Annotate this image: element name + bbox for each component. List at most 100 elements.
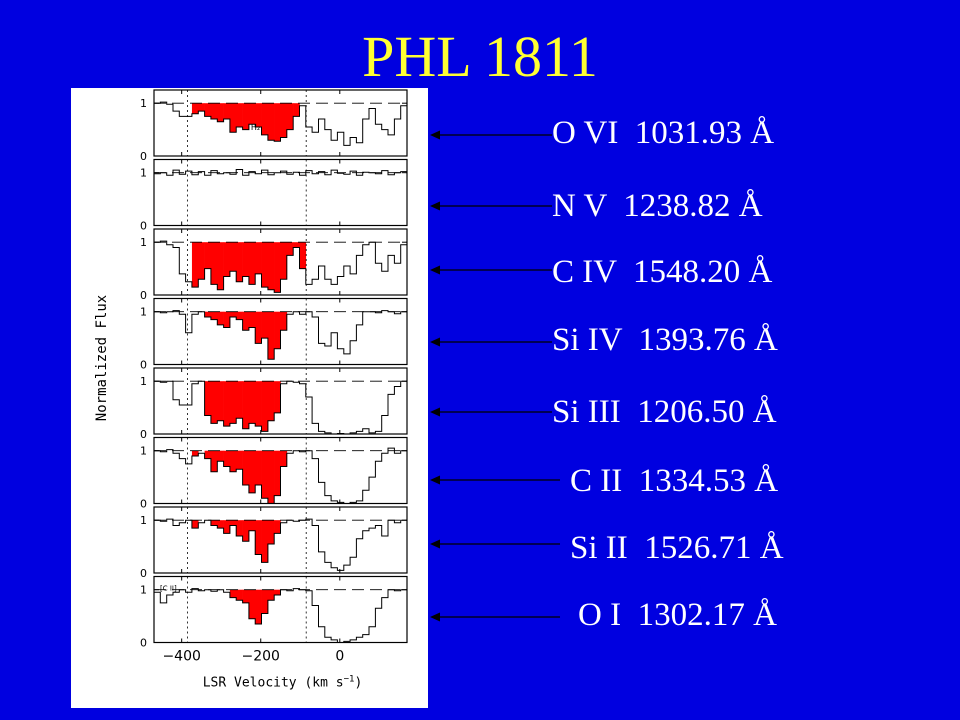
absorption-bar bbox=[299, 242, 307, 269]
absorption-bar bbox=[198, 103, 205, 112]
pointer-arrow bbox=[430, 201, 552, 211]
spectrum-panel: 01 bbox=[140, 506, 408, 580]
absorption-bar bbox=[261, 242, 269, 288]
absorption-bar bbox=[204, 242, 212, 269]
absorption-bar bbox=[248, 520, 256, 531]
spectrum-panel: 01 bbox=[140, 228, 408, 302]
inset-label: [C II] bbox=[160, 585, 177, 593]
absorption-bar bbox=[229, 242, 237, 272]
panel-frame bbox=[153, 436, 408, 505]
absorption-bar bbox=[267, 381, 275, 421]
absorption-bar bbox=[255, 520, 262, 555]
absorption-bar bbox=[280, 450, 288, 467]
inset-label: H₂ bbox=[251, 123, 260, 132]
absorption-bar bbox=[267, 103, 275, 141]
absorption-bar bbox=[217, 311, 224, 325]
x-axis-title-exponent: −1 bbox=[344, 675, 355, 685]
absorption-bar bbox=[293, 103, 300, 117]
line-label: N V 1238.82 Å bbox=[552, 188, 763, 224]
x-tick-label: 0 bbox=[335, 649, 344, 665]
absorption-bar bbox=[248, 242, 256, 285]
absorption-bar bbox=[217, 381, 224, 421]
arrow-head bbox=[430, 539, 440, 549]
absorption-bar bbox=[229, 103, 237, 133]
arrow-head bbox=[430, 612, 440, 622]
absorption-bar bbox=[248, 381, 256, 424]
panel-frame bbox=[153, 297, 408, 366]
absorption-bar bbox=[210, 381, 218, 424]
absorption-bar bbox=[248, 589, 256, 619]
absorption-bar bbox=[242, 589, 250, 603]
y-tick-label: 0 bbox=[140, 220, 147, 233]
y-tick-label: 1 bbox=[140, 167, 147, 180]
y-tick-label: 1 bbox=[140, 445, 147, 458]
absorption-bar bbox=[255, 242, 262, 274]
line-label: O I 1302.17 Å bbox=[578, 597, 777, 633]
absorption-bar bbox=[261, 520, 269, 563]
arrow-head bbox=[430, 407, 440, 417]
flux-trace bbox=[154, 380, 407, 435]
y-axis-title: Normalized Flux bbox=[94, 295, 110, 421]
absorption-bar bbox=[217, 520, 224, 529]
absorption-bar bbox=[236, 450, 243, 470]
pointer-arrow bbox=[430, 475, 560, 485]
panel-frame bbox=[153, 89, 408, 157]
y-tick-label: 0 bbox=[140, 428, 147, 441]
slide-title: PHL 1811 bbox=[362, 24, 598, 89]
absorption-bar bbox=[223, 381, 231, 427]
absorption-bar bbox=[280, 242, 288, 280]
y-tick-label: 0 bbox=[140, 289, 147, 302]
y-tick-label: 0 bbox=[140, 498, 147, 511]
spectrum-panel: 01 bbox=[140, 367, 408, 441]
absorption-bar bbox=[274, 381, 281, 413]
absorption-bar bbox=[261, 381, 269, 432]
absorption-bar bbox=[198, 242, 205, 280]
absorption-bar bbox=[286, 103, 294, 130]
absorption-bar bbox=[267, 311, 275, 360]
pointer-arrow bbox=[430, 337, 552, 347]
y-tick-label: 1 bbox=[140, 514, 147, 527]
spectrum-panel: 01 bbox=[140, 297, 408, 372]
absorption-bar bbox=[267, 450, 275, 504]
absorption-bar bbox=[229, 520, 237, 526]
x-tick-label: −200 bbox=[242, 649, 280, 665]
absorption-bar bbox=[242, 242, 250, 277]
y-tick-label: 1 bbox=[140, 236, 147, 249]
absorption-bar bbox=[236, 242, 243, 282]
absorption-bar bbox=[248, 103, 256, 125]
spectrum-panel: 01 bbox=[140, 158, 408, 233]
absorption-bar bbox=[255, 381, 262, 427]
absorption-bar bbox=[248, 311, 256, 328]
absorption-bar bbox=[204, 103, 212, 117]
pointer-arrow bbox=[430, 265, 552, 275]
absorption-bar bbox=[191, 520, 199, 529]
absorption-bar bbox=[293, 242, 300, 248]
y-tick-label: 1 bbox=[140, 306, 147, 319]
x-axis-title-text: LSR Velocity (km s bbox=[203, 676, 344, 691]
absorption-bar bbox=[255, 103, 262, 127]
absorption-bar bbox=[236, 103, 243, 127]
panel-frame bbox=[153, 228, 408, 296]
absorption-bar bbox=[210, 311, 218, 320]
arrow-head bbox=[430, 337, 440, 347]
absorption-bar bbox=[274, 589, 281, 595]
absorption-bar bbox=[236, 381, 243, 419]
absorption-bar bbox=[280, 103, 288, 138]
pointer-arrow bbox=[430, 407, 552, 417]
line-label: O VI 1031.93 Å bbox=[552, 115, 775, 151]
absorption-bar bbox=[242, 381, 250, 429]
absorption-bar bbox=[274, 242, 281, 293]
absorption-bar bbox=[236, 311, 243, 320]
absorption-bar bbox=[261, 103, 269, 135]
pointer-arrow bbox=[430, 130, 552, 140]
absorption-bar bbox=[267, 520, 275, 544]
absorption-bar bbox=[217, 450, 224, 462]
y-tick-label: 0 bbox=[140, 637, 147, 650]
absorption-bar bbox=[267, 242, 275, 290]
y-tick-label: 1 bbox=[140, 375, 147, 388]
absorption-bar bbox=[191, 450, 199, 456]
absorption-bar bbox=[255, 589, 262, 625]
line-label: C IV 1548.20 Å bbox=[552, 254, 773, 290]
absorption-bar bbox=[274, 311, 281, 349]
